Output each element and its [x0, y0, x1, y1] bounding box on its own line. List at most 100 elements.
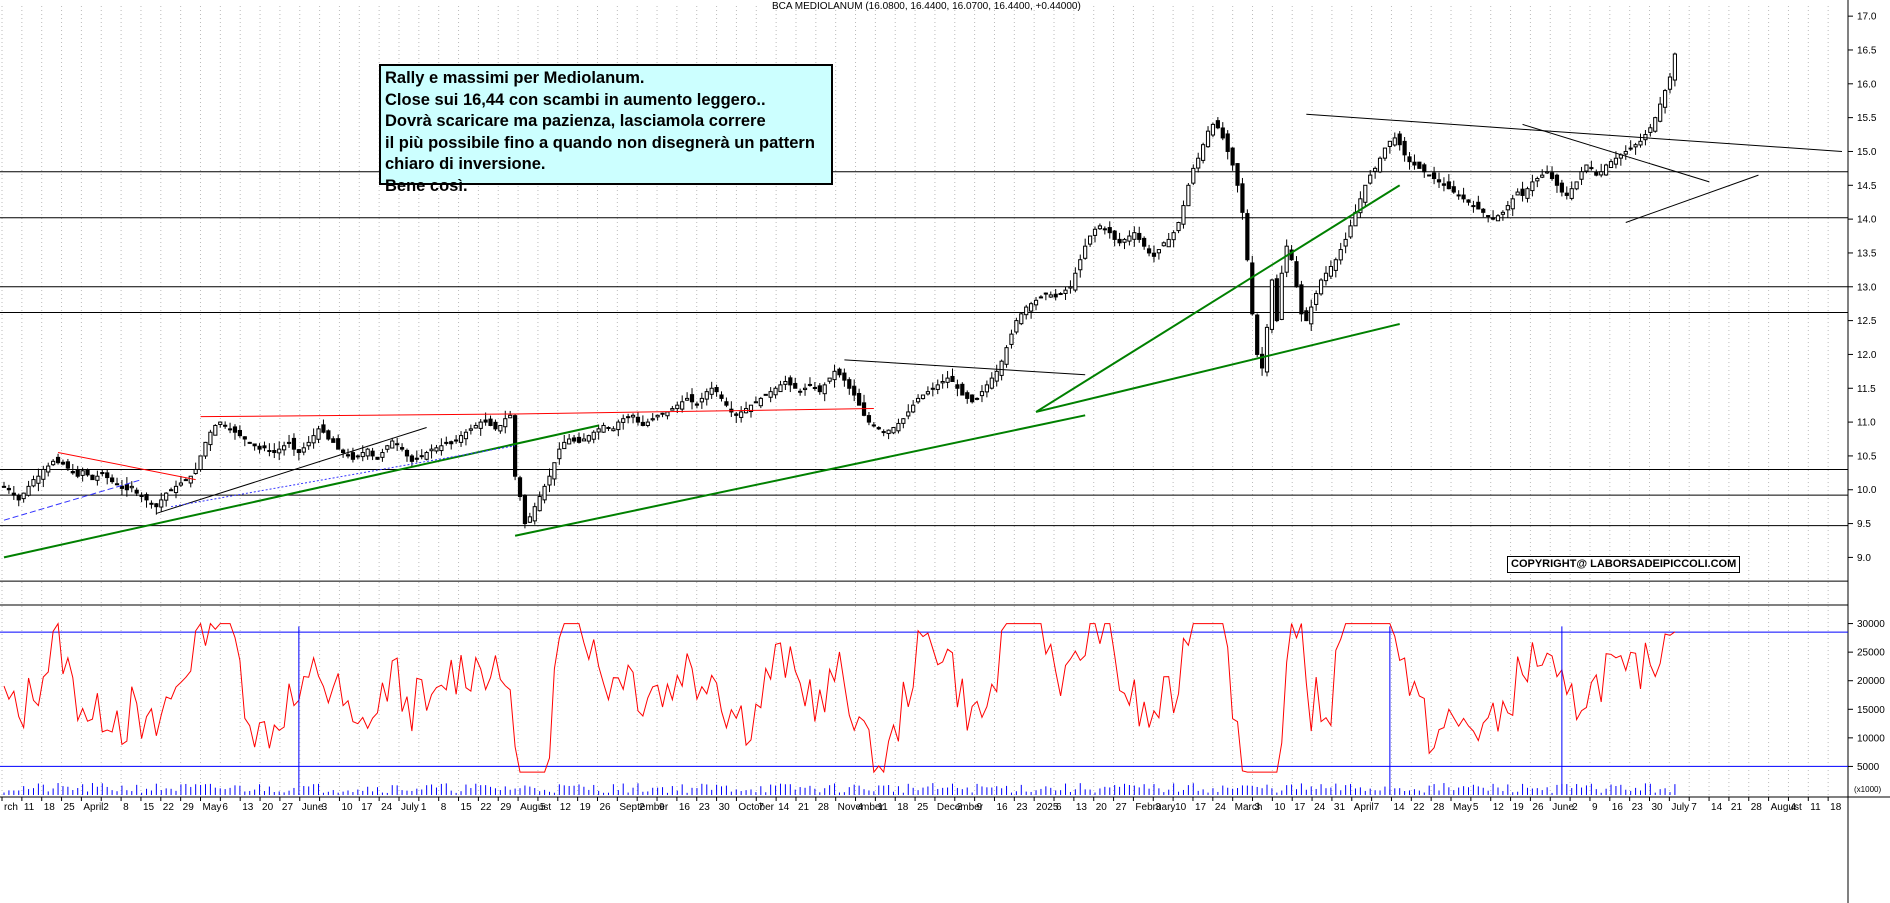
candle-body — [149, 502, 154, 505]
x-tick-label: 17 — [361, 802, 373, 813]
candle-body — [164, 492, 169, 501]
annotation-line: chiaro di inversione. — [385, 155, 546, 173]
x-tick-label: 14 — [778, 802, 790, 813]
candle-body — [390, 440, 395, 449]
x-tick-label: 24 — [1314, 802, 1326, 813]
candle-body — [1623, 150, 1628, 155]
candle-body — [542, 485, 547, 501]
candle-body — [1176, 222, 1181, 232]
x-tick-label: 30 — [719, 802, 731, 813]
candle-body — [223, 424, 228, 427]
candle-body — [340, 449, 346, 454]
y-tick-label: 9.0 — [1857, 553, 1871, 564]
candle-body — [1451, 186, 1456, 193]
candle-body — [1166, 238, 1171, 248]
x-tick-label: 30 — [1652, 802, 1664, 813]
candle-body — [1220, 127, 1225, 139]
candle-body — [1495, 215, 1501, 222]
candle-body — [1456, 194, 1461, 197]
y-tick-label: 10.5 — [1857, 451, 1877, 462]
x-tick-label: 4 — [858, 802, 864, 813]
x-tick-label: October — [738, 802, 774, 813]
candle-body — [51, 460, 56, 466]
candle-body — [1549, 172, 1555, 180]
candle-body — [1466, 199, 1471, 203]
candle-body — [1520, 188, 1525, 196]
candle-body — [1019, 313, 1024, 325]
candle-body — [970, 394, 975, 403]
candle-body — [70, 471, 75, 474]
candle-body — [527, 516, 532, 523]
candle-body — [95, 475, 100, 481]
candle-body — [326, 430, 331, 440]
candle-body — [272, 450, 277, 454]
candle-body — [134, 489, 139, 494]
candle-body — [1638, 140, 1643, 146]
candle-body — [896, 422, 901, 432]
candle-body — [591, 431, 596, 440]
candle-body — [478, 421, 483, 429]
candle-body — [925, 391, 931, 395]
x-tick-label: 1 — [421, 802, 427, 813]
candle-body — [242, 436, 247, 440]
black-trendline — [156, 427, 427, 514]
candle-body — [247, 441, 252, 444]
candle-body — [699, 397, 704, 403]
candle-body — [1422, 164, 1427, 173]
candle-body — [1, 485, 7, 488]
x-tick-label: 24 — [1215, 802, 1227, 813]
candle-body — [1387, 140, 1392, 147]
copyright-label: COPYRIGHT@ LABORSADEIPICCOLI.COM — [1507, 556, 1741, 573]
x-tick-label: 10 — [1175, 802, 1187, 813]
candle-body — [468, 428, 473, 431]
candle-body — [267, 450, 272, 453]
candle-body — [581, 438, 587, 442]
x-tick-label: May — [202, 802, 221, 813]
candle-body — [783, 380, 788, 385]
candle-body — [793, 383, 798, 389]
green-trendline — [1035, 323, 1400, 413]
y-tick-label: 16.0 — [1857, 79, 1877, 90]
candle-body — [41, 468, 46, 480]
x-tick-label: 22 — [480, 802, 492, 813]
y-tick-label: 20000 — [1857, 676, 1885, 687]
candle-body — [188, 475, 193, 484]
x-tick-label: 16 — [996, 802, 1008, 813]
candle-body — [444, 441, 449, 444]
candle-body — [85, 469, 90, 476]
oscillator-scale-label: (x1000) — [1854, 785, 1881, 794]
candle-body — [606, 427, 611, 430]
x-tick-label: 8 — [123, 802, 129, 813]
candle-body — [1486, 215, 1491, 218]
candle-body — [404, 449, 410, 457]
candle-body — [675, 404, 680, 410]
candle-body — [911, 404, 916, 413]
x-tick-label: 18 — [1830, 802, 1842, 813]
candle-body — [213, 424, 218, 436]
x-tick-label: 27 — [1116, 802, 1128, 813]
x-tick-label: 5 — [540, 802, 546, 813]
candle-body — [419, 455, 424, 458]
x-tick-label: 26 — [599, 802, 611, 813]
x-tick-label: 6 — [1056, 802, 1062, 813]
candle-body — [871, 424, 876, 427]
candle-body — [665, 411, 670, 417]
y-tick-label: 16.5 — [1857, 45, 1877, 56]
candle-body — [473, 424, 478, 429]
x-tick-label: 16 — [679, 802, 691, 813]
candle-body — [291, 437, 297, 450]
candle-body — [960, 383, 965, 396]
candle-body — [626, 416, 631, 419]
candle-body — [100, 472, 105, 475]
x-tick-label: 28 — [1433, 802, 1445, 813]
candle-body — [1397, 133, 1402, 146]
candle-body — [1314, 293, 1319, 305]
candle-body — [370, 450, 375, 457]
candle-body — [1309, 306, 1314, 325]
candlestick-series — [1, 52, 1678, 529]
candle-body — [601, 424, 606, 433]
candle-body — [635, 416, 641, 423]
y-tick-label: 30000 — [1857, 619, 1885, 630]
candle-body — [955, 384, 960, 389]
candle-body — [1530, 181, 1535, 192]
